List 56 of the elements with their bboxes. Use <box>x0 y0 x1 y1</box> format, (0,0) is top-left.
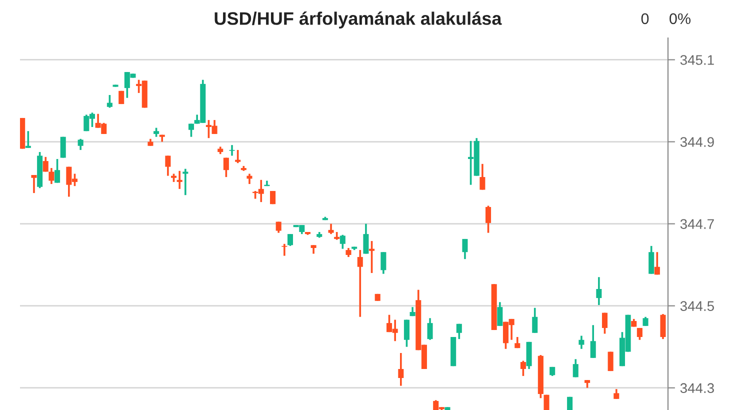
candlestick <box>60 136 66 159</box>
candlestick <box>328 222 334 235</box>
candlestick <box>578 334 584 350</box>
candlestick <box>642 316 648 327</box>
candlestick <box>596 276 602 306</box>
candlestick <box>282 242 288 257</box>
candlestick <box>567 396 573 410</box>
candlestick <box>340 234 346 250</box>
candlestick <box>165 154 171 177</box>
candlestick <box>287 233 294 247</box>
text: 0 <box>641 13 649 24</box>
candlestick <box>48 167 54 185</box>
candlestick <box>369 240 375 274</box>
candlestick <box>648 245 654 275</box>
y-tick-label: 344.5 <box>680 301 714 311</box>
candlestick <box>276 220 282 234</box>
candlestick <box>106 94 112 109</box>
candlestick <box>660 313 666 340</box>
candlestick <box>78 138 84 151</box>
candlestick <box>229 144 235 157</box>
candlestick <box>223 156 229 178</box>
candlestick <box>590 324 596 359</box>
candlestick <box>154 126 160 138</box>
candlestick <box>182 168 188 196</box>
candlestick <box>398 352 404 387</box>
candlestick <box>188 122 194 138</box>
candlestick <box>357 249 363 318</box>
y-tick-label: 345.1 <box>680 55 714 65</box>
text: 0% <box>670 13 690 24</box>
candlestick <box>480 163 486 191</box>
y-tick-label: 344.9 <box>680 137 714 147</box>
y-tick-label: 344.7 <box>680 219 714 229</box>
candlestick <box>602 312 608 335</box>
candlestick <box>42 156 48 173</box>
candlestick <box>235 149 241 164</box>
candlestick <box>346 247 352 258</box>
chart-title: USD/HUF árfolyamának alakulása <box>214 12 502 28</box>
candlestick <box>456 322 462 340</box>
candlestick <box>544 394 550 410</box>
candlestick <box>363 222 369 255</box>
candlestick <box>614 388 620 400</box>
candlestick <box>654 251 660 276</box>
candlestick <box>486 204 492 234</box>
candlestick <box>404 318 410 348</box>
candlestick <box>572 358 578 378</box>
candlestick <box>54 158 60 184</box>
candlestick <box>176 170 182 190</box>
candlestick <box>497 301 503 327</box>
candlestick <box>427 317 433 341</box>
candlestick <box>25 130 31 149</box>
candlestick <box>31 174 37 194</box>
candlestick <box>520 360 526 377</box>
y-tick-label: 344.3 <box>680 383 714 394</box>
candlestick <box>462 238 468 260</box>
candlestick <box>380 251 386 275</box>
candlestick <box>532 306 538 334</box>
